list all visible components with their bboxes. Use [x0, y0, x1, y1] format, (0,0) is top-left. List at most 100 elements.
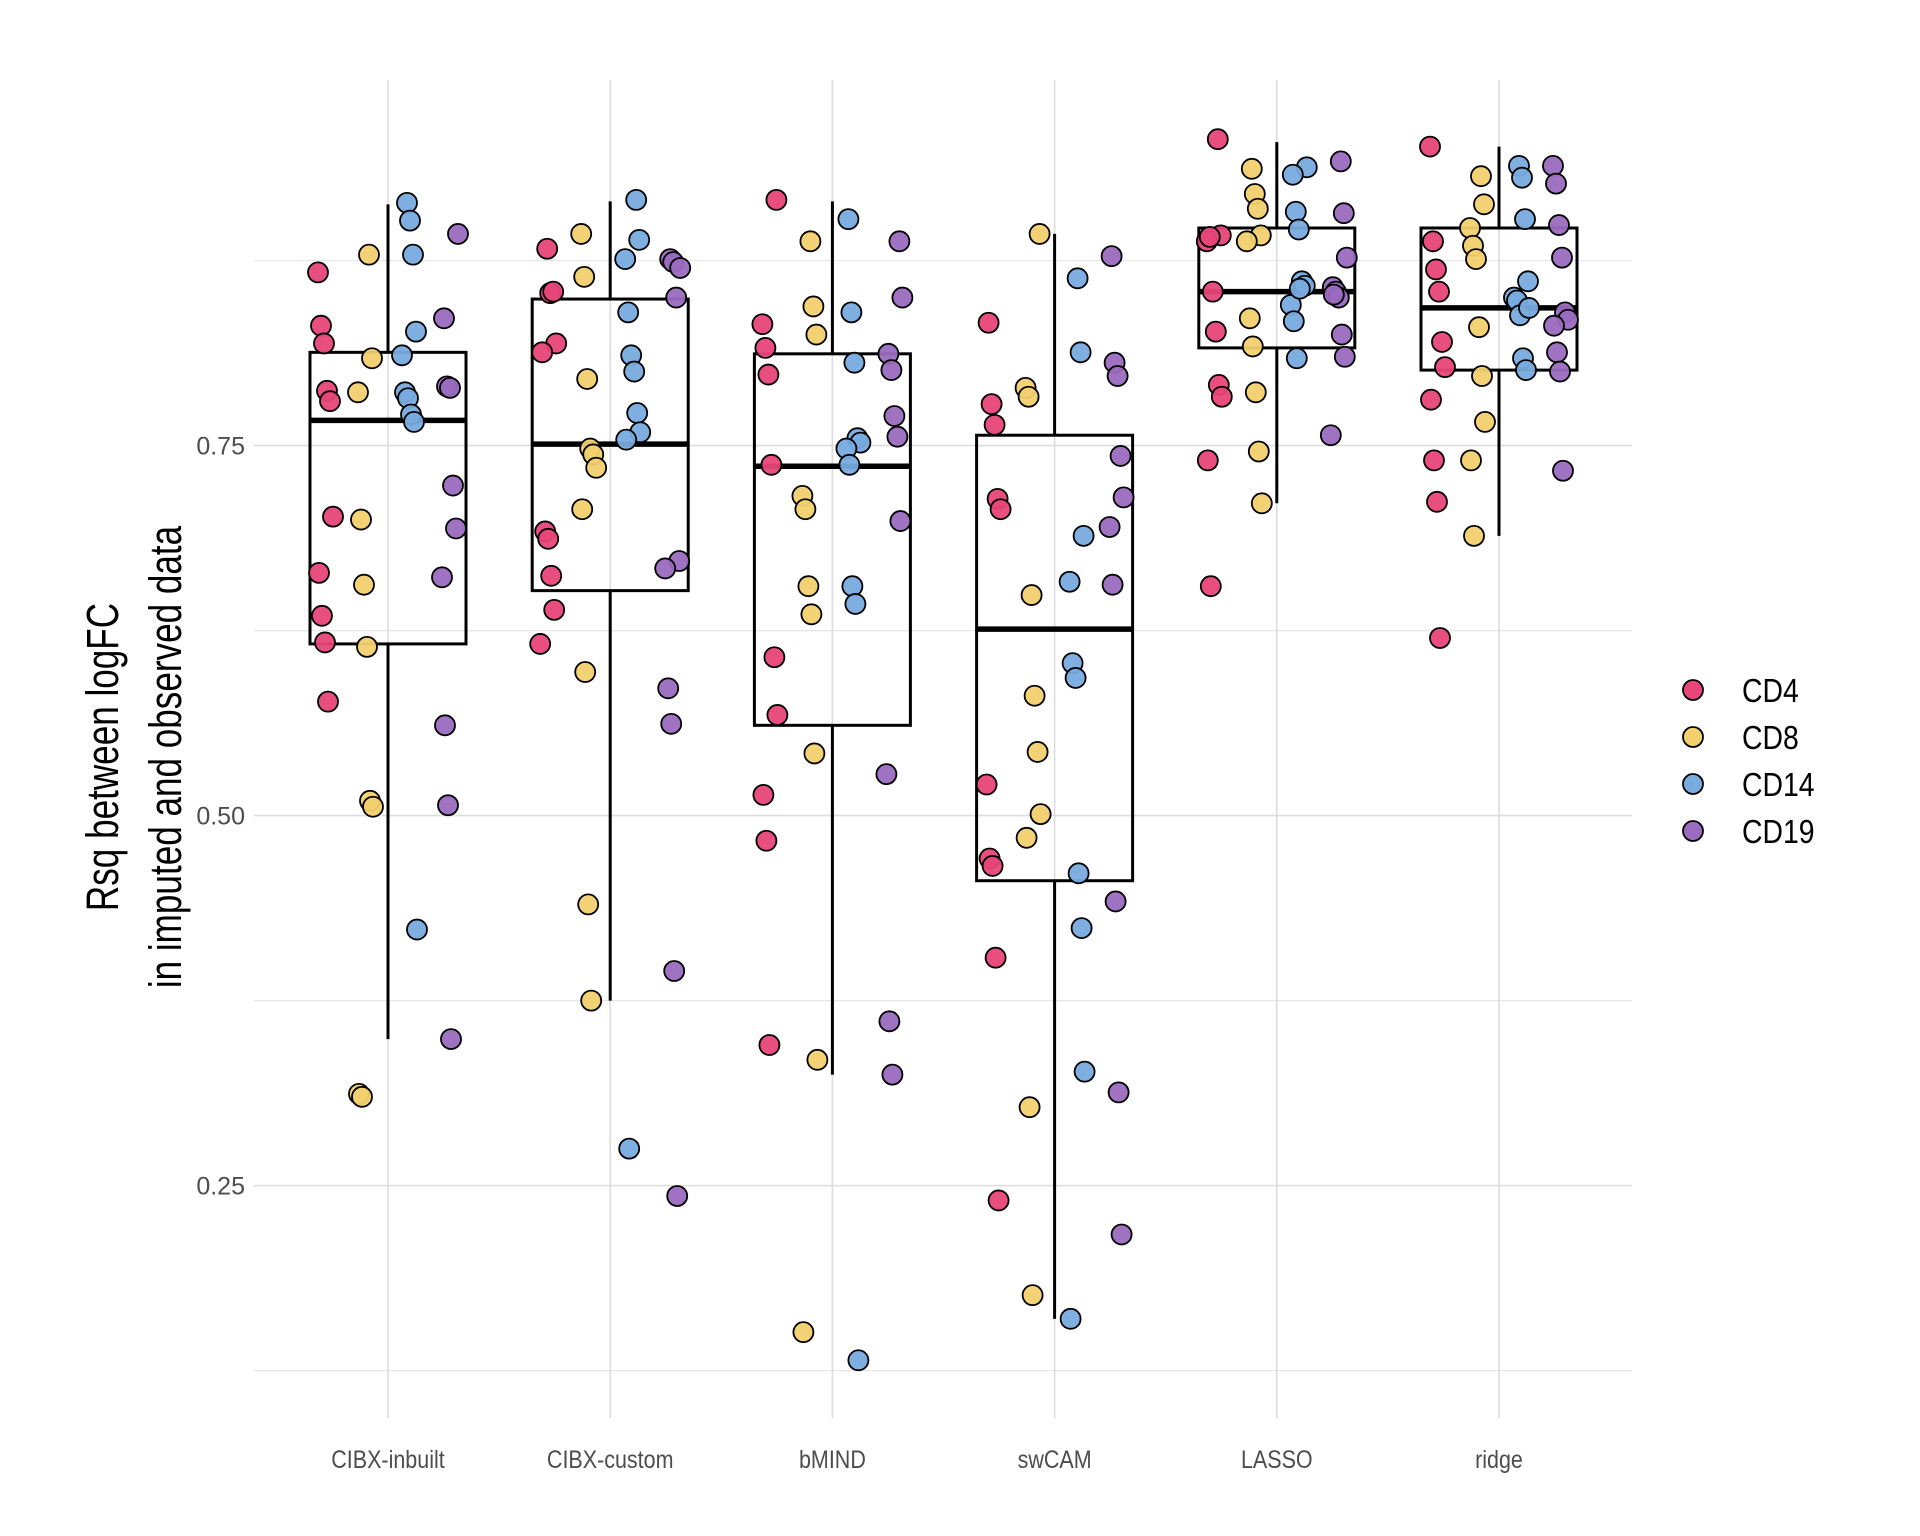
point-CD14 — [840, 301, 863, 324]
point-CD4 — [760, 453, 783, 476]
point-CD4 — [537, 527, 560, 550]
point-CD8 — [347, 381, 369, 404]
point-CD19 — [657, 677, 680, 700]
point-CD19 — [1333, 345, 1356, 368]
point-CD4 — [1420, 388, 1442, 411]
point-CD8 — [576, 368, 599, 390]
y-axis-title: Rsq between logFC in imputed and observe… — [77, 525, 191, 988]
point-CD4 — [529, 633, 552, 655]
point-CD4 — [540, 564, 563, 587]
point-CD14 — [1070, 917, 1093, 939]
point-CD8 — [802, 295, 825, 318]
point-CD14 — [406, 918, 428, 941]
point-CD19 — [1100, 245, 1123, 268]
point-CD4 — [307, 261, 329, 284]
point-CD8 — [1021, 1284, 1044, 1307]
point-CD8 — [1470, 165, 1492, 188]
point-CD14 — [1518, 297, 1540, 319]
point-CD14 — [1515, 359, 1537, 381]
legend-label: CD4 — [1742, 672, 1799, 710]
point-CD14 — [1285, 347, 1308, 370]
point-CD8 — [1459, 217, 1481, 239]
point-CD8 — [1026, 741, 1049, 763]
point-CD8 — [1028, 223, 1051, 245]
point-CD19 — [654, 557, 677, 580]
point-CD4 — [1428, 280, 1450, 303]
point-CD19 — [1107, 1081, 1130, 1104]
point-CD14 — [399, 209, 421, 232]
point-CD8 — [1023, 684, 1046, 707]
point-CD8 — [1017, 385, 1040, 408]
point-CD8 — [805, 323, 828, 346]
point-CD8 — [1463, 524, 1485, 547]
point-CD4 — [542, 280, 565, 303]
point-CD19 — [437, 794, 459, 817]
point-CD14 — [1281, 163, 1304, 186]
point-CD8 — [585, 456, 608, 479]
point-CD14 — [1066, 267, 1089, 290]
point-CD14 — [1517, 270, 1539, 293]
point-CD8 — [1240, 157, 1263, 180]
point-CD14 — [1058, 570, 1081, 593]
point-CD14 — [838, 453, 861, 476]
point-CD19 — [439, 376, 461, 399]
point-CD4 — [1422, 230, 1444, 253]
point-CD19 — [1548, 214, 1570, 236]
point-CD14 — [844, 593, 867, 615]
point-CD4 — [754, 336, 777, 359]
point-CD4 — [1425, 258, 1447, 281]
point-CD4 — [1419, 135, 1441, 158]
point-CD4 — [543, 598, 566, 621]
point-CD4 — [311, 604, 333, 627]
point-CD19 — [1546, 341, 1568, 364]
point-CD4 — [1210, 385, 1233, 408]
x-tick-label: CIBX-inbuilt — [331, 1445, 445, 1473]
point-CD19 — [1329, 150, 1352, 173]
point-CD14 — [403, 411, 425, 433]
point-CD14 — [1514, 208, 1536, 231]
point-CD19 — [1330, 323, 1353, 346]
point-CD14 — [1284, 200, 1307, 223]
legend: CD4 CD8 CD14 CD19 — [1682, 672, 1815, 851]
point-CD8 — [573, 265, 596, 288]
point-CD14 — [614, 248, 637, 270]
legend-marker-icon — [1682, 820, 1704, 842]
point-CD19 — [1109, 445, 1132, 467]
point-CD4 — [981, 855, 1004, 877]
point-CD4 — [531, 341, 554, 364]
point-CD19 — [881, 1063, 904, 1086]
point-CD19 — [1332, 202, 1355, 225]
point-CD4 — [751, 313, 774, 336]
point-CD14 — [1287, 218, 1310, 241]
point-CD14 — [1282, 310, 1305, 333]
point-CD14 — [626, 402, 649, 424]
point-CD8 — [794, 498, 817, 521]
point-CD8 — [803, 742, 826, 765]
legend-label: CD19 — [1742, 813, 1815, 851]
point-CD8 — [351, 1085, 373, 1108]
point-CD4 — [1196, 449, 1219, 472]
legend-item-CD4: CD4 — [1682, 672, 1799, 710]
point-CD19 — [442, 474, 464, 497]
point-CD4 — [310, 314, 332, 337]
point-CD8 — [571, 498, 594, 521]
point-CD8 — [1235, 230, 1258, 253]
point-CD14 — [402, 243, 424, 266]
point-CD19 — [440, 1028, 462, 1050]
point-CD8 — [577, 893, 600, 916]
box-swCAM — [975, 233, 1135, 1319]
point-CD4 — [766, 704, 789, 726]
point-CD19 — [666, 1185, 689, 1207]
point-CD4 — [980, 393, 1003, 416]
point-CD19 — [1551, 246, 1573, 269]
point-CD19 — [1112, 486, 1135, 509]
point-CD4 — [1423, 449, 1445, 472]
point-CD4 — [1199, 575, 1222, 598]
point-CD19 — [433, 307, 455, 330]
legend-marker-icon — [1682, 773, 1704, 795]
point-CD4 — [1206, 128, 1229, 151]
point-CD19 — [1101, 573, 1124, 596]
point-CD4 — [983, 413, 1006, 436]
point-CD8 — [797, 575, 820, 598]
point-CD8 — [1474, 411, 1496, 433]
